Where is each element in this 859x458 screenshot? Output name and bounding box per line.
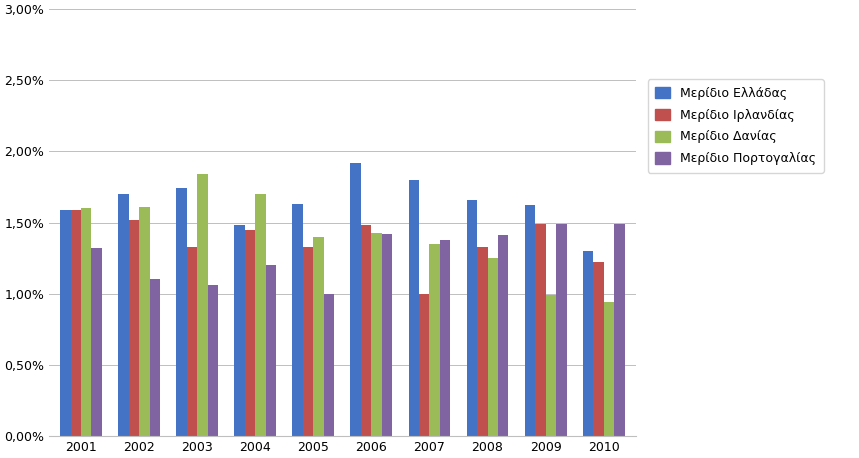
Legend: Μερίδιο Ελλάδας, Μερίδιο Ιρλανδίας, Μερίδιο Δανίας, Μερίδιο Πορτογαλίας: Μερίδιο Ελλάδας, Μερίδιο Ιρλανδίας, Μερί… xyxy=(648,79,824,173)
Bar xyxy=(545,295,556,436)
Bar xyxy=(604,302,614,436)
Bar xyxy=(81,208,91,436)
Bar xyxy=(245,229,255,436)
Bar xyxy=(314,237,324,436)
Bar xyxy=(197,174,208,436)
Bar xyxy=(176,188,186,436)
Bar xyxy=(409,180,419,436)
Bar xyxy=(292,204,303,436)
Bar xyxy=(440,240,450,436)
Bar xyxy=(488,258,498,436)
Bar xyxy=(255,194,265,436)
Bar xyxy=(525,206,535,436)
Bar xyxy=(129,220,139,436)
Bar xyxy=(582,251,594,436)
Bar xyxy=(139,207,149,436)
Bar xyxy=(535,224,545,436)
Bar xyxy=(382,234,393,436)
Bar xyxy=(477,247,488,436)
Bar xyxy=(60,210,70,436)
Bar xyxy=(303,247,314,436)
Bar xyxy=(430,244,440,436)
Bar xyxy=(594,262,604,436)
Bar xyxy=(235,225,245,436)
Bar xyxy=(466,200,477,436)
Bar xyxy=(614,224,624,436)
Bar xyxy=(186,247,197,436)
Bar xyxy=(149,279,160,436)
Bar xyxy=(419,294,430,436)
Bar xyxy=(324,294,334,436)
Bar xyxy=(119,194,129,436)
Bar xyxy=(91,248,102,436)
Bar xyxy=(371,233,382,436)
Bar xyxy=(350,163,361,436)
Bar xyxy=(498,235,509,436)
Bar xyxy=(208,285,218,436)
Bar xyxy=(361,225,371,436)
Bar xyxy=(70,210,81,436)
Bar xyxy=(556,224,567,436)
Bar xyxy=(265,265,276,436)
